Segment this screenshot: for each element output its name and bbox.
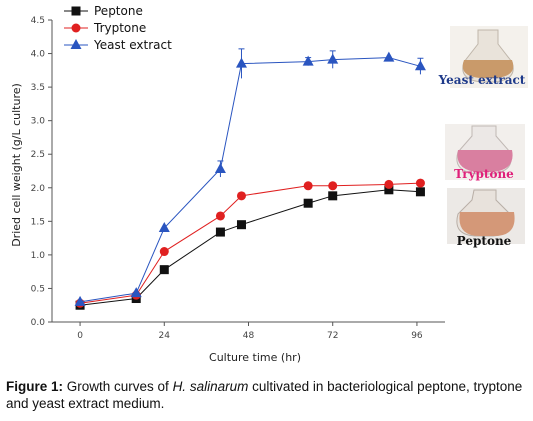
flask-liquid-peptone [459,212,515,236]
peptone-point [236,220,246,230]
y-tick-label: 2.5 [31,150,45,160]
peptone-point [384,185,394,195]
y-tick-label: 1.5 [31,217,45,227]
y-tick-label: 3.0 [31,117,46,127]
x-tick-label: 96 [411,331,423,341]
peptone-point [415,187,425,197]
yeast-extract-point [130,287,142,298]
legend-marker-yeast-extract [70,39,82,49]
y-axis-title: Dried cell weight (g/L culture) [10,83,23,247]
yeast-extract-point [235,57,247,68]
yeast-extract-point [158,222,170,233]
growth-chart: 0.0 0.5 1.0 1.5 2.0 2.5 3.0 3.5 4.0 4.5 0 24 48 72 96 P… [10,4,528,364]
figure-caption: Figure 1: Growth curves of H. salinarum … [6,378,526,412]
flask-label-tryptone: Tryptone [454,167,514,181]
y-tick-label: 0.0 [31,318,46,328]
yeast-extract-point [214,162,226,173]
x-axis-title: Culture time (hr) [209,351,301,364]
caption-text-after: cultivated in bacteriological peptone, t… [6,379,523,411]
flask-liquid-yeast [462,60,514,78]
y-tick-label: 4.0 [31,50,46,60]
x-tick-label: 72 [327,331,338,341]
legend-label-peptone: Peptone [94,4,143,18]
peptone-point [328,191,338,201]
tryptone-point [215,211,225,221]
y-tick-label: 1.0 [31,251,46,261]
tryptone-point [328,181,338,191]
y-tick-label: 0.5 [31,284,45,294]
peptone-point [215,227,225,237]
tryptone-point [303,181,313,191]
tryptone-line [80,182,421,304]
y-tick-label: 3.5 [31,83,45,93]
tryptone-point [384,179,394,189]
flask-label-yeast-extract: Yeast extract [438,73,526,87]
flask-photo-yeast-extract [450,26,528,88]
flask-label-peptone: Peptone [457,234,512,248]
yeast-extract-point [383,51,395,62]
x-tick-label: 0 [77,331,83,341]
plot-area: 0.0 0.5 1.0 1.5 2.0 2.5 3.0 3.5 4.0 4.5 0 24 48 72 96 P… [31,4,445,341]
tryptone-point [159,247,169,257]
yeast-extract-point [74,295,86,306]
caption-label: Figure 1: [6,379,64,394]
legend-marker-peptone [71,6,81,16]
x-tick-label: 48 [243,331,255,341]
caption-species: H. salinarum [172,379,249,394]
legend-label-tryptone: Tryptone [93,21,146,35]
legend-marker-tryptone [71,23,81,33]
caption-text-before: Growth curves of [63,379,173,394]
flask-liquid-tryptone [457,150,513,172]
peptone-point [303,198,313,208]
legend-label-yeast-extract: Yeast extract [93,38,172,52]
flask-photo-tryptone [445,124,525,180]
y-tick-label: 4.5 [31,16,45,26]
yeast-extract-point [414,60,426,71]
peptone-line [80,189,421,306]
y-tick-label: 2.0 [31,184,46,194]
x-tick-label: 24 [159,331,171,341]
peptone-point [159,265,169,275]
tryptone-point [236,191,246,201]
tryptone-point [415,178,425,188]
yeast-extract-point [327,53,339,64]
flask-photo-peptone [447,188,525,244]
yeast-extract-line [79,57,421,303]
yeast-extract-point [302,55,314,66]
